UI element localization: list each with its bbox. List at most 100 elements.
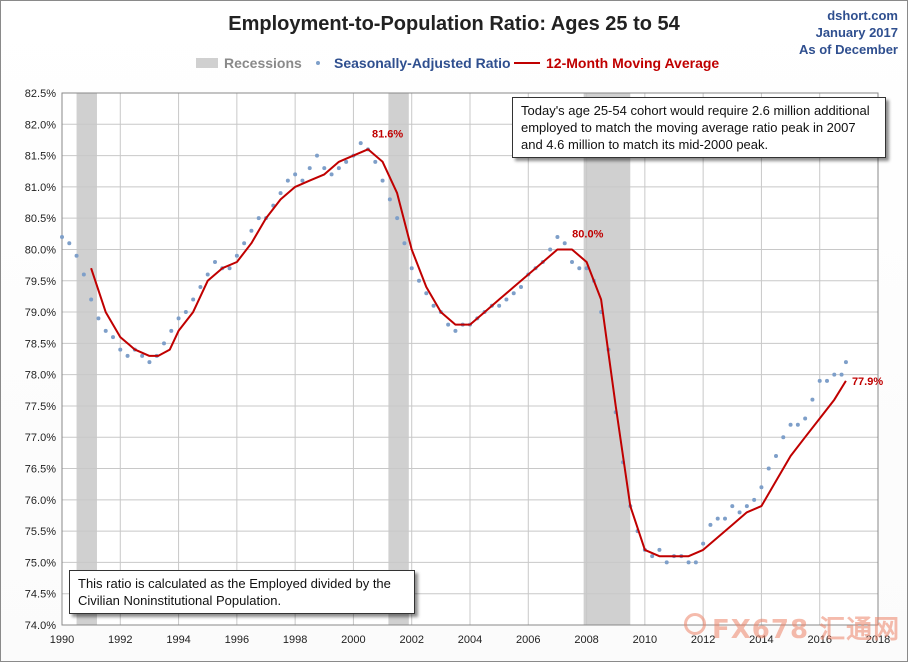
ratio-point [213, 259, 217, 264]
ratio-point [249, 228, 254, 233]
source-date: January 2017 [815, 25, 898, 40]
ratio-point [81, 272, 86, 277]
legend-recessions-label: Recessions [224, 55, 302, 71]
x-tick-label: 2014 [749, 634, 773, 646]
ratio-point [744, 504, 749, 509]
ratio-point [453, 328, 458, 333]
ratio-point [570, 259, 574, 264]
x-tick-label: 2006 [516, 634, 540, 646]
y-tick-label: 80.5% [25, 213, 56, 225]
ratio-point [169, 328, 174, 333]
ratio-point [103, 328, 108, 333]
ratio-point [336, 166, 341, 171]
ratio-point [737, 510, 742, 515]
ratio-point [650, 554, 655, 559]
y-tick-label: 81.0% [25, 182, 56, 194]
y-tick-label: 81.5% [25, 151, 56, 163]
legend-ratio-label: Seasonally-Adjusted Ratio [334, 55, 511, 71]
ratio-point [227, 266, 232, 271]
watermark-logo-icon [684, 613, 706, 635]
ratio-point [693, 560, 698, 565]
ratio-point [387, 197, 392, 202]
y-tick-label: 78.0% [25, 370, 56, 382]
y-tick-label: 76.0% [25, 495, 56, 507]
ratio-point [409, 266, 414, 271]
ratio-point [358, 141, 363, 146]
ratio-point [67, 241, 72, 246]
ratio-point [759, 485, 764, 490]
annotation-label: 81.6% [372, 128, 403, 140]
y-tick-label: 77.5% [25, 401, 56, 413]
ratio-point [60, 234, 64, 239]
x-tick-label: 2008 [574, 634, 598, 646]
y-tick-label: 79.0% [25, 307, 56, 319]
ratio-point [708, 522, 713, 527]
ratio-point [329, 172, 334, 177]
y-tick-label: 76.5% [25, 464, 56, 476]
ratio-point [74, 253, 79, 258]
y-tick-label: 82.5% [25, 88, 56, 100]
ratio-point [686, 560, 691, 565]
ratio-point [307, 166, 312, 171]
ratio-point [118, 347, 123, 352]
ratio-point [395, 216, 400, 221]
y-tick-label: 78.5% [25, 338, 56, 350]
ratio-point [322, 166, 327, 171]
x-tick-label: 2000 [341, 634, 365, 646]
source-site: dshort.com [827, 8, 898, 23]
ratio-point [511, 291, 516, 296]
y-tick-label: 79.5% [25, 276, 56, 288]
ratio-point [664, 560, 669, 565]
source-info: dshort.com January 2017 As of December [799, 7, 898, 58]
ratio-point [96, 316, 101, 321]
recession-band [388, 93, 409, 625]
ratio-point [803, 416, 808, 421]
ratio-point [843, 360, 848, 365]
ratio-point [504, 297, 509, 302]
ratio-point [795, 422, 800, 427]
ratio-point [446, 322, 451, 327]
note-box-top: Today's age 25-54 cohort would require 2… [512, 97, 886, 158]
ratio-point [300, 178, 305, 183]
ratio-point [278, 191, 283, 196]
x-tick-label: 2016 [807, 634, 831, 646]
ratio-point [548, 247, 553, 252]
ratio-point [315, 153, 319, 158]
ratio-point [788, 422, 793, 427]
ratio-point [431, 303, 436, 308]
y-tick-label: 80.0% [25, 244, 56, 256]
moving-average-line [90, 148, 847, 558]
ratio-point [657, 547, 662, 552]
ratio-point [810, 397, 815, 402]
y-tick-label: 75.0% [25, 557, 56, 569]
ratio-point [752, 497, 757, 502]
chart-title: Employment-to-Population Ratio: Ages 25 … [228, 13, 680, 35]
ratio-point [839, 372, 844, 377]
y-tick-label: 75.5% [25, 526, 56, 538]
ratio-point [111, 335, 115, 340]
ratio-point [577, 266, 582, 271]
x-tick-label: 1994 [166, 634, 190, 646]
note-box-bottom: This ratio is calculated as the Employed… [69, 570, 415, 614]
ratio-point [766, 466, 771, 471]
dot-marker-icon [316, 61, 320, 65]
x-tick-label: 2010 [633, 634, 657, 646]
y-tick-label: 74.0% [25, 620, 56, 632]
ratio-point [832, 372, 837, 377]
ratio-point [89, 297, 94, 302]
ratio-point [402, 241, 407, 246]
ratio-point [373, 159, 378, 164]
y-tick-label: 82.0% [25, 119, 56, 131]
ratio-point [256, 216, 261, 221]
annotation-label: 77.9% [852, 376, 883, 388]
ratio-point [497, 303, 502, 308]
source-as-of: As of December [799, 42, 898, 57]
ratio-point [723, 516, 727, 521]
x-tick-label: 2012 [691, 634, 715, 646]
x-tick-label: 2018 [866, 634, 890, 646]
x-tick-label: 1990 [50, 634, 74, 646]
y-tick-label: 77.0% [25, 432, 56, 444]
ratio-point [380, 178, 385, 183]
recession-swatch-icon [196, 58, 218, 68]
